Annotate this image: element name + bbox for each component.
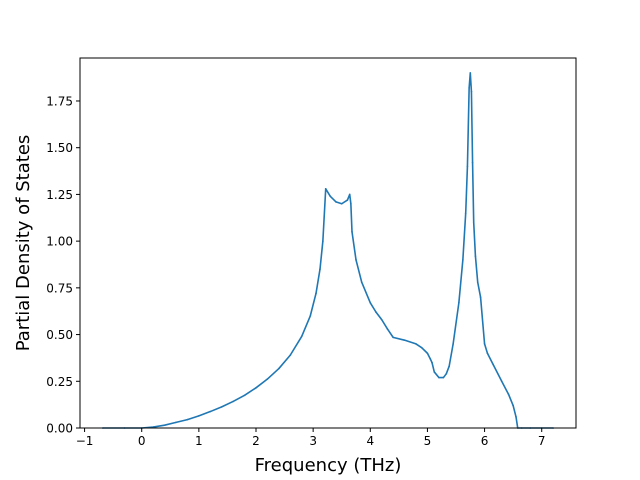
x-tick-label: 7	[538, 434, 546, 448]
data-point	[466, 165, 469, 168]
y-tick-label: 0.25	[46, 375, 73, 389]
data-point	[375, 311, 377, 313]
y-axis: 0.00 0.25 0.50 0.75 1.00 1.25 1.50 1.75	[46, 94, 80, 436]
data-point	[471, 161, 474, 164]
data-point	[350, 202, 352, 205]
data-point	[329, 195, 332, 198]
data-point	[386, 328, 389, 330]
data-point	[278, 367, 280, 370]
y-tick-label: 0.00	[46, 422, 73, 436]
data-point	[486, 352, 489, 355]
x-tick-label: 2	[252, 434, 260, 448]
data-point	[515, 415, 517, 418]
x-tick-label: 4	[366, 434, 374, 448]
data-point	[429, 358, 432, 360]
data-point	[340, 202, 343, 205]
data-point	[232, 400, 234, 403]
data-point	[442, 376, 445, 379]
y-tick-label: 1.50	[46, 141, 73, 155]
y-tick-label: 1.00	[46, 235, 73, 249]
y-tick-label: 0.50	[46, 328, 73, 342]
data-point	[266, 378, 269, 380]
data-point	[300, 335, 303, 338]
data-point	[438, 376, 440, 379]
data-point	[351, 230, 353, 233]
x-tick-label: 5	[424, 434, 432, 448]
data-point	[512, 404, 514, 407]
data-point	[458, 302, 460, 304]
data-point	[335, 201, 337, 203]
data-point	[415, 343, 417, 345]
data-point	[462, 259, 464, 261]
data-point	[464, 212, 467, 214]
data-point	[380, 318, 383, 321]
data-point	[474, 255, 477, 257]
data-point	[346, 199, 349, 201]
plot-area	[80, 58, 576, 428]
y-axis-label: Partial Density of States	[13, 135, 34, 352]
y-tick-label: 0.75	[46, 281, 73, 295]
data-point	[479, 296, 482, 298]
data-point	[360, 281, 363, 284]
data-point	[448, 365, 450, 368]
data-point	[348, 193, 351, 196]
data-point	[452, 343, 454, 345]
data-point	[243, 394, 246, 397]
data-point	[492, 363, 494, 366]
data-point	[469, 72, 472, 74]
data-point	[255, 387, 257, 389]
data-point	[433, 371, 436, 373]
data-point	[324, 188, 327, 190]
x-tick-label: 1	[195, 434, 203, 448]
data-point	[369, 302, 372, 304]
series-line	[102, 72, 554, 429]
data-point	[198, 415, 200, 417]
data-point	[152, 426, 154, 428]
x-tick-label: 6	[481, 434, 489, 448]
y-tick-label: 1.25	[46, 188, 73, 202]
data-point	[500, 380, 503, 383]
data-point	[220, 406, 223, 408]
data-point	[403, 339, 406, 341]
x-axis: −1 0 1 2 3 4 5 6 7	[76, 428, 546, 448]
data-point	[319, 268, 321, 270]
x-tick-label: 0	[138, 434, 146, 448]
axes-frame	[79, 57, 577, 429]
data-point	[476, 281, 479, 284]
data-point	[470, 90, 473, 93]
data-point	[175, 421, 177, 424]
data-point	[431, 361, 433, 364]
data-point	[472, 221, 475, 224]
y-tick-label: 1.75	[46, 94, 73, 108]
data-point	[468, 87, 470, 89]
data-point	[322, 240, 324, 242]
data-point	[315, 292, 317, 295]
data-point	[507, 393, 510, 396]
x-tick-label: −1	[76, 434, 94, 448]
x-tick-label: 3	[309, 434, 317, 448]
x-axis-label: Frequency (THz)	[255, 455, 402, 476]
data-point	[445, 373, 448, 375]
data-point	[209, 410, 212, 413]
data-point	[426, 352, 429, 355]
data-point	[309, 315, 312, 317]
data-point	[420, 346, 423, 349]
data-point	[163, 424, 166, 427]
data-point	[392, 336, 394, 339]
data-point	[355, 259, 357, 261]
data-point	[483, 343, 486, 345]
data-point	[186, 418, 189, 421]
data-point	[289, 354, 292, 356]
